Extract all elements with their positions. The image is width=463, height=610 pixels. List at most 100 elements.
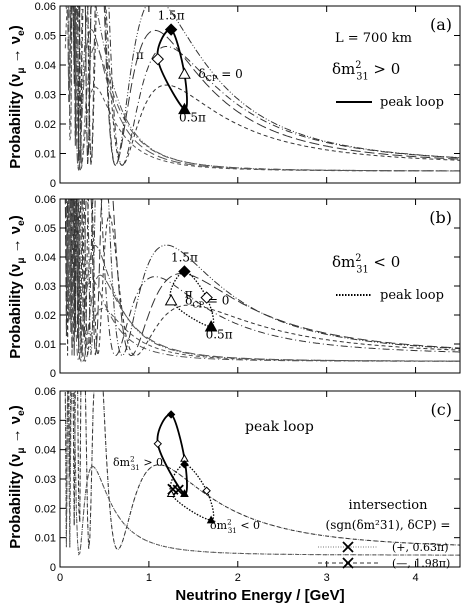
x-axis-label: Neutrino Energy / [GeV] [175, 587, 344, 604]
curves [64, 391, 460, 556]
ylabel-sub-e: e [16, 30, 27, 36]
label-superscript: 2 [355, 253, 361, 264]
loop-marker [202, 486, 211, 495]
loop-marker [178, 102, 191, 115]
hierarchy-label: δm2 31 < 0 [332, 253, 400, 275]
loop-label: δCP = 0 [198, 67, 242, 83]
y-tick-label: 0 [50, 178, 56, 190]
plot-frame [59, 198, 461, 374]
series-1.5π [69, 6, 460, 167]
panel-label: (b) [429, 208, 452, 227]
intersection-marker [172, 484, 184, 496]
y-tick-label: 0.04 [35, 445, 56, 457]
ylabel-c: Probability (νμ → νe) [7, 405, 27, 548]
label-prefix: δm [113, 456, 131, 469]
series-0.5π [65, 199, 460, 357]
label-subscript: 31 [356, 71, 368, 82]
intersection-title: intersection [349, 498, 429, 513]
label-subscript: 31 [228, 526, 237, 535]
loop-marker [164, 23, 178, 36]
y-tick-label: 0.01 [35, 533, 56, 545]
hierarchy-label: δm2 31 > 0 [332, 60, 400, 82]
ylabel-close: ) [7, 405, 24, 410]
loop-marker [204, 320, 218, 332]
label-relation: > 0 [369, 60, 401, 78]
ylabel-b: Probability (νμ → νe) [7, 215, 27, 358]
ylabel-sub-e: e [16, 220, 27, 226]
panel-label: (a) [430, 15, 452, 34]
loop-marker [178, 265, 191, 278]
series-0.5π [73, 6, 460, 166]
ylabel-arrow: → ν [7, 416, 24, 448]
label-superscript: 2 [130, 455, 135, 464]
series-fast-oscillation [67, 6, 460, 172]
x-tick-label: 2 [235, 572, 241, 584]
series-0 [73, 6, 460, 166]
x-tick-label: 4 [412, 572, 418, 584]
y-tick-label: 0 [50, 368, 56, 380]
x-tick-label: 0 [57, 572, 63, 584]
ylabel-prefix: Probability (ν [7, 454, 24, 549]
ylabel-arrow: → ν [7, 226, 24, 258]
ylabel-prefix: Probability (ν [7, 264, 24, 359]
series-fast-oscillation [68, 6, 460, 172]
loop-marker [200, 291, 213, 304]
ylabel-sub-mu: μ [16, 68, 27, 74]
ylabel-sub-mu: μ [16, 258, 27, 264]
pos-hierarchy-label: δm2 31 > 0 [113, 455, 163, 472]
label-relation: > 0 [140, 456, 163, 469]
intersection-value: (+, 0.63π) [392, 541, 449, 554]
y-tick-label: 0.02 [35, 119, 56, 131]
series-fast-oscillation [65, 6, 460, 172]
loop-marker [151, 52, 164, 66]
intersection-value: (—, 1.98π) [392, 557, 450, 570]
plot-frame [59, 390, 461, 568]
label-superscript: 2 [355, 60, 361, 71]
panel-a: 0 0.01 0.02 0.03 0.04 0.05 0.06 1.5π π δCP = 0 0.5… [35, 1, 461, 190]
ylabel-sub-mu: μ [16, 448, 27, 454]
panel-label: (c) [431, 400, 452, 419]
label-value: = 0 [204, 294, 229, 308]
svg-text:Probability (νμ → νe): Probability (νμ → νe) [7, 25, 27, 168]
loop-label: 1.5π [158, 9, 185, 23]
label-subscript: CP [192, 300, 204, 310]
intersection-marker [342, 541, 354, 553]
intersection-marker [342, 557, 354, 569]
series-π [64, 199, 460, 357]
ylabel-sub-e: e [16, 410, 27, 416]
label-prefix: δm [210, 519, 228, 532]
y-tick-label: 0.05 [35, 31, 56, 43]
ylabel-a: Probability (νμ → νe) [7, 25, 27, 168]
x-tick-label: 3 [324, 572, 330, 584]
loop-label: 0.5π [206, 328, 233, 342]
label-prefix: δm [332, 60, 355, 78]
peak-loop-positive [156, 413, 188, 495]
svg-text:Probability (νμ → νe): Probability (νμ → νe) [7, 215, 27, 358]
loop-label: δCP = 0 [185, 294, 229, 310]
label-superscript: 2 [227, 518, 232, 527]
label-value: = 0 [217, 67, 242, 81]
intersection-sgn: (sgn(δm²31), δCP) = [326, 518, 451, 532]
y-tick-label: 0.06 [35, 386, 56, 398]
panel-c: 0 0.01 0.02 0.03 0.04 0.05 0.06 0 1 2 3 4 (c) peak lo… [35, 386, 461, 584]
ylabel-close: ) [7, 25, 24, 30]
series-fast-oscillation [64, 391, 460, 556]
svg-text:Probability (νμ → νe): Probability (νμ → νe) [7, 405, 27, 548]
peak-loop [156, 28, 188, 111]
loop-marker [178, 67, 191, 79]
label-subscript: 31 [356, 264, 368, 275]
curves [64, 199, 460, 363]
y-tick-label: 0.03 [35, 281, 56, 293]
loop-marker [153, 439, 162, 449]
loop-marker [164, 293, 178, 306]
label-subscript: CP [206, 73, 218, 83]
ylabel-close: ) [7, 215, 24, 220]
label-subscript: 31 [131, 463, 140, 472]
ylabel-prefix: Probability (ν [7, 74, 24, 169]
series-fast-oscillation [68, 199, 460, 363]
legend-text: peak loop [380, 288, 444, 303]
y-tick-label: 0.06 [35, 194, 56, 206]
neg-hierarchy-label: δm2 31 < 0 [210, 518, 260, 535]
